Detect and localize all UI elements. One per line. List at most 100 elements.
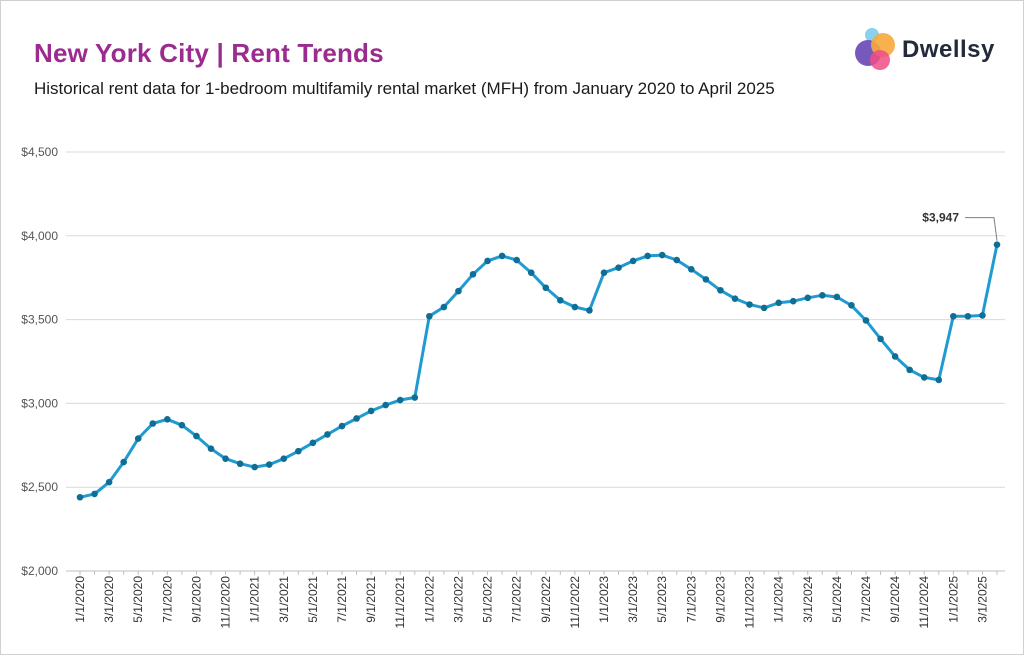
rent-series bbox=[76, 241, 1001, 501]
x-tick-label: 1/1/2021 bbox=[248, 576, 262, 623]
x-tick-label: 11/1/2021 bbox=[393, 576, 407, 629]
brand-name: Dwellsy bbox=[902, 36, 995, 63]
data-point bbox=[746, 301, 753, 308]
x-tick-label: 9/1/2022 bbox=[539, 576, 553, 623]
data-point bbox=[309, 439, 317, 447]
data-point bbox=[717, 286, 724, 294]
data-point bbox=[382, 401, 389, 409]
data-point bbox=[833, 293, 841, 301]
data-point bbox=[527, 269, 535, 276]
data-point bbox=[702, 276, 710, 283]
x-tick-label: 11/1/2023 bbox=[743, 576, 757, 629]
x-tick-label: 7/1/2021 bbox=[335, 576, 349, 623]
data-point bbox=[542, 284, 550, 292]
data-point bbox=[440, 303, 448, 311]
data-point bbox=[76, 493, 84, 501]
callout-leader bbox=[965, 217, 998, 241]
data-point bbox=[804, 294, 812, 302]
x-tick-label: 7/1/2024 bbox=[859, 576, 873, 623]
data-point bbox=[513, 256, 520, 264]
data-point bbox=[469, 271, 477, 278]
data-point bbox=[891, 353, 899, 360]
x-axis: 1/1/2020 3/1/2020 5/1/2020 7/1/2020 9/1/2020… bbox=[66, 570, 1005, 629]
data-point bbox=[251, 463, 258, 471]
x-tick-label: 1/1/2025 bbox=[946, 576, 960, 623]
data-point bbox=[396, 396, 404, 404]
x-tick-label: 5/1/2021 bbox=[306, 576, 320, 623]
x-tick-label: 5/1/2022 bbox=[481, 576, 495, 623]
data-point bbox=[920, 374, 928, 381]
brand-logo: Dwellsy bbox=[852, 25, 1002, 75]
data-point bbox=[877, 335, 884, 343]
data-point bbox=[484, 257, 491, 265]
data-point bbox=[222, 455, 229, 463]
data-point bbox=[265, 461, 273, 468]
annotations: $3,947 bbox=[922, 211, 998, 241]
data-point bbox=[964, 312, 972, 320]
data-point bbox=[149, 420, 157, 427]
data-point bbox=[178, 421, 186, 429]
y-tick-label: $4,500 bbox=[21, 145, 58, 159]
x-tick-label: 9/1/2020 bbox=[189, 576, 203, 623]
data-point bbox=[105, 478, 113, 486]
x-tick-label: 3/1/2025 bbox=[975, 576, 989, 623]
data-point bbox=[644, 252, 651, 260]
data-point bbox=[862, 317, 870, 324]
data-point bbox=[353, 415, 360, 422]
x-tick-label: 7/1/2020 bbox=[160, 576, 174, 623]
x-tick-label: 3/1/2020 bbox=[102, 576, 116, 623]
data-point bbox=[600, 269, 608, 276]
data-point bbox=[819, 291, 826, 299]
x-tick-label: 11/1/2024 bbox=[917, 576, 931, 629]
x-tick-label: 1/1/2020 bbox=[73, 576, 87, 623]
data-point bbox=[280, 455, 288, 463]
data-point bbox=[950, 312, 957, 320]
x-tick-label: 11/1/2022 bbox=[568, 576, 582, 629]
data-point bbox=[236, 460, 244, 468]
data-point bbox=[993, 241, 1001, 248]
y-tick-label: $3,500 bbox=[21, 313, 58, 327]
data-point bbox=[731, 295, 739, 302]
x-tick-label: 11/1/2020 bbox=[219, 576, 233, 629]
y-tick-label: $3,000 bbox=[21, 396, 58, 410]
y-axis: $2,000 $2,500 $3,000 $3,500 $4,000 $4,500 bbox=[21, 145, 58, 578]
x-tick-label: 1/1/2023 bbox=[597, 576, 611, 623]
data-point bbox=[673, 256, 681, 264]
page-subtitle: Historical rent data for 1-bedroom multi… bbox=[34, 79, 775, 98]
y-tick-label: $2,500 bbox=[21, 480, 58, 494]
x-tick-label: 9/1/2021 bbox=[364, 576, 378, 623]
x-tick-label: 3/1/2024 bbox=[801, 576, 815, 623]
data-point bbox=[586, 307, 593, 314]
data-point bbox=[979, 312, 986, 319]
data-point bbox=[164, 416, 171, 423]
data-point bbox=[775, 299, 782, 307]
data-point bbox=[338, 422, 346, 430]
x-tick-label: 9/1/2024 bbox=[888, 576, 902, 623]
x-tick-label: 7/1/2023 bbox=[684, 576, 698, 623]
x-tick-label: 5/1/2023 bbox=[655, 576, 669, 623]
rent-line bbox=[78, 243, 999, 499]
x-tick-label: 5/1/2020 bbox=[131, 576, 145, 623]
data-point bbox=[324, 431, 331, 438]
data-point bbox=[455, 287, 462, 295]
data-point bbox=[91, 490, 98, 498]
data-point bbox=[760, 304, 768, 312]
data-point bbox=[426, 312, 433, 320]
data-point bbox=[658, 251, 666, 259]
x-tick-label: 5/1/2024 bbox=[830, 576, 844, 623]
data-point bbox=[207, 445, 215, 452]
callout-label: $3,947 bbox=[922, 211, 959, 225]
x-tick-label: 9/1/2023 bbox=[713, 576, 727, 623]
data-point bbox=[557, 297, 564, 304]
data-point bbox=[615, 264, 622, 271]
gridlines bbox=[66, 151, 1005, 572]
x-tick-label: 3/1/2021 bbox=[277, 576, 291, 623]
x-tick-label: 3/1/2022 bbox=[451, 576, 465, 623]
x-tick-label: 3/1/2023 bbox=[626, 576, 640, 623]
x-tick-label: 1/1/2024 bbox=[772, 576, 786, 623]
page-title: New York City | Rent Trends bbox=[34, 38, 384, 68]
data-point bbox=[498, 252, 506, 260]
data-point bbox=[295, 447, 302, 455]
dwellsy-logo-icon bbox=[855, 28, 895, 70]
